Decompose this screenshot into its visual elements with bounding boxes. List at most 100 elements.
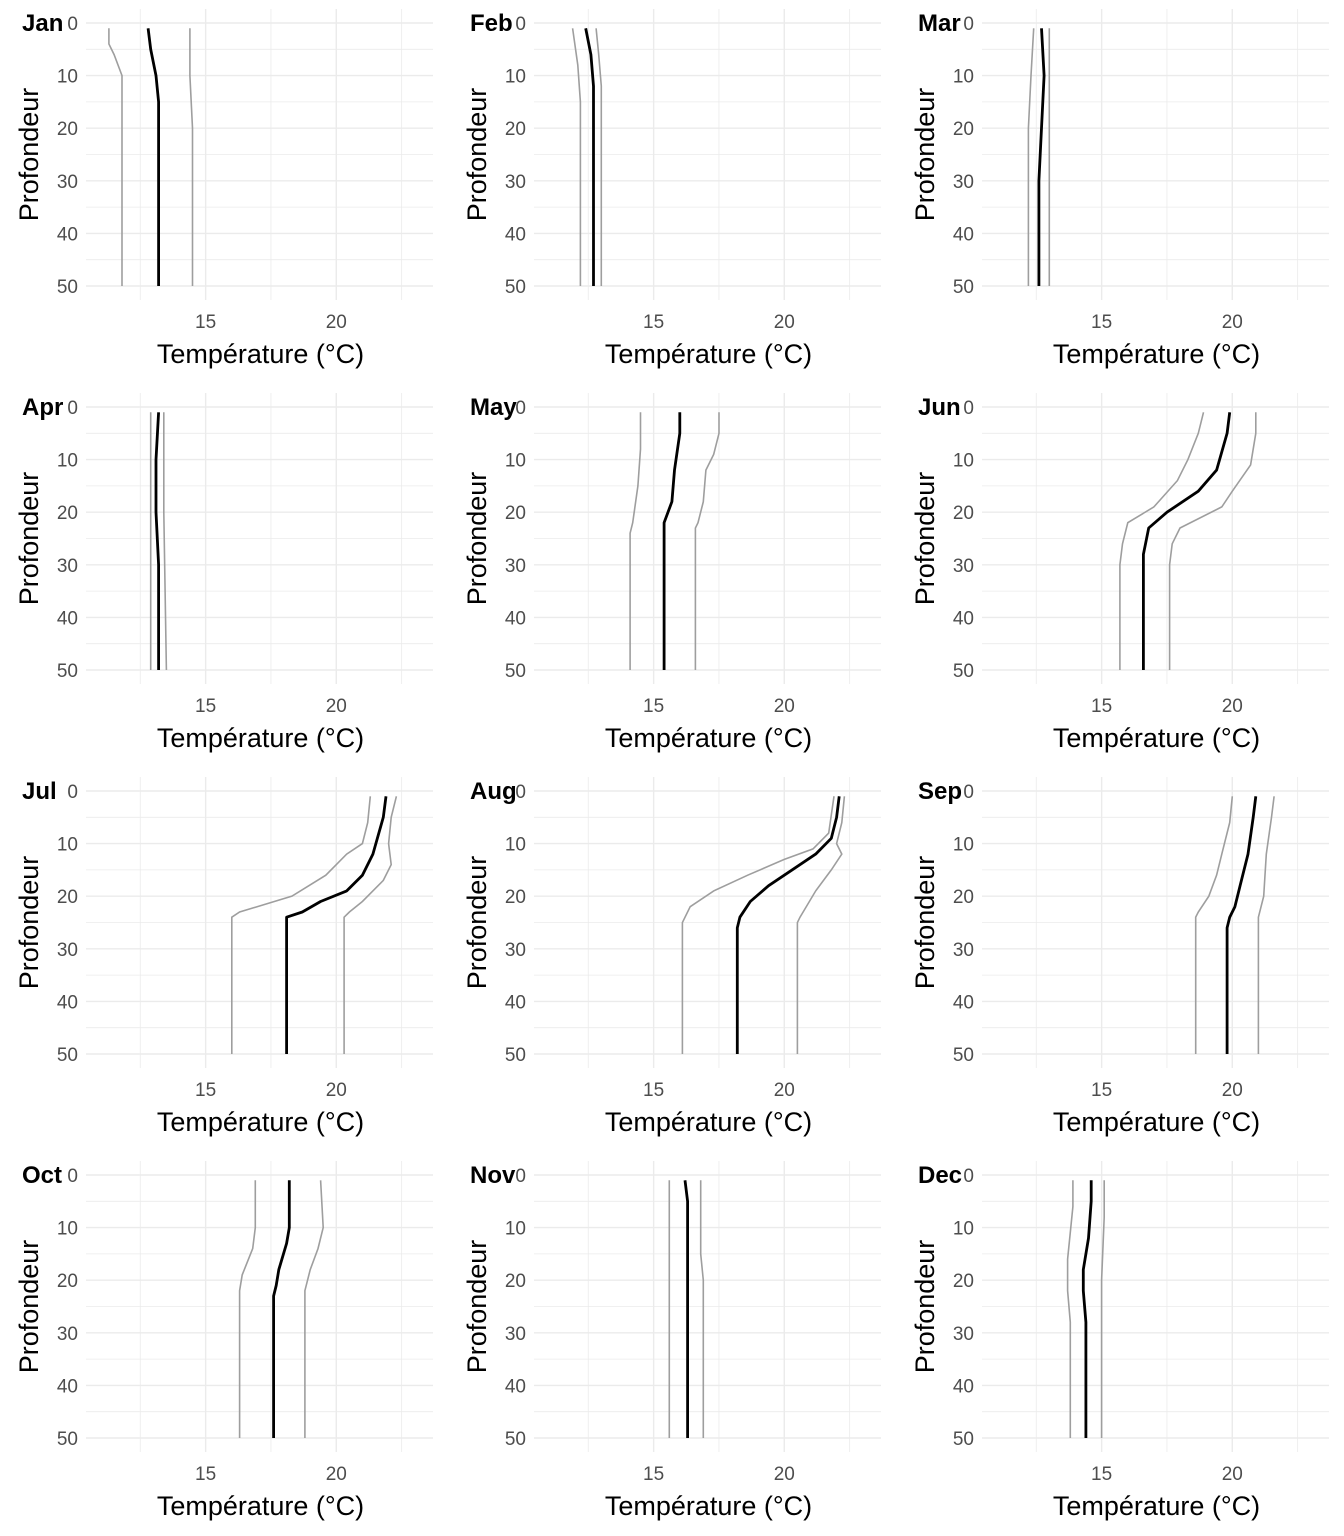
y-tick-label: 0	[67, 1166, 78, 1187]
y-tick-label: 0	[515, 398, 526, 419]
month-label: Oct	[22, 1162, 62, 1189]
x-axis-title: Température (°C)	[157, 723, 364, 753]
x-tick-label: 20	[1222, 1464, 1243, 1485]
panel-feb: 0 10 20 30 40 50 15 20 Température (°C) Profondeu…	[448, 0, 896, 384]
y-axis-title: Profondeur	[14, 88, 44, 222]
y-tick-label: 20	[57, 887, 78, 908]
y-tick-label: 10	[953, 1219, 974, 1240]
y-tick-label: 40	[953, 608, 974, 629]
y-tick-label: 20	[57, 1271, 78, 1292]
x-axis-title: Température (°C)	[605, 339, 812, 369]
y-tick-label: 30	[57, 940, 78, 961]
y-tick-label: 50	[953, 277, 974, 298]
panel-svg: 0 10 20 30 40 50 15 20 Température (°C) Profondeu…	[910, 9, 1329, 369]
y-axis-title: Profondeur	[910, 88, 940, 222]
line-lower-bound	[629, 412, 642, 670]
panel-svg: 0 10 20 30 40 50 15 20 Température (°C) Profondeu…	[910, 1161, 1329, 1521]
y-tick-label: 40	[505, 1376, 526, 1397]
y-tick-label: 30	[505, 556, 526, 577]
month-label: Aug	[470, 778, 517, 805]
y-tick-label: 20	[953, 1271, 974, 1292]
panel-svg: 0 10 20 30 40 50 15 20 Température (°C) Profondeu…	[462, 777, 881, 1137]
y-tick-label: 0	[67, 398, 78, 419]
line-mean	[154, 412, 161, 670]
panel-aug: 0 10 20 30 40 50 15 20 Température (°C) Profondeu…	[448, 768, 896, 1152]
panel-dec: 0 10 20 30 40 50 15 20 Température (°C) Profondeu…	[896, 1152, 1344, 1536]
y-axis-title: Profondeur	[14, 472, 44, 606]
panel-svg: 0 10 20 30 40 50 15 20 Température (°C) Profondeu…	[910, 777, 1329, 1137]
x-tick-label: 20	[326, 312, 347, 333]
y-tick-label: 40	[953, 992, 974, 1013]
y-tick-label: 20	[505, 119, 526, 140]
line-upper-bound	[1168, 412, 1257, 670]
line-upper-bound	[189, 28, 194, 286]
x-axis-title: Température (°C)	[605, 723, 812, 753]
y-axis-title: Profondeur	[910, 472, 940, 606]
line-lower-bound	[231, 796, 372, 1054]
line-upper-bound	[163, 412, 168, 671]
y-tick-label: 30	[57, 172, 78, 193]
panel-svg: 0 10 20 30 40 50 15 20 Température (°C) Profondeu…	[462, 1161, 881, 1521]
y-axis-title: Profondeur	[14, 1240, 44, 1374]
line-upper-bound	[1100, 1180, 1105, 1438]
line-lower-bound	[1119, 412, 1205, 670]
line-mean	[662, 412, 682, 670]
panel-svg: 0 10 20 30 40 50 15 20 Température (°C) Profondeu…	[14, 393, 433, 753]
y-tick-label: 40	[953, 1376, 974, 1397]
line-mean	[683, 1180, 690, 1438]
panel-sep: 0 10 20 30 40 50 15 20 Température (°C) Profondeu…	[896, 768, 1344, 1152]
line-mean	[735, 796, 841, 1054]
line-upper-bound	[699, 1180, 705, 1438]
y-tick-label: 50	[57, 661, 78, 682]
month-label: Feb	[470, 10, 513, 37]
line-mean	[1225, 796, 1258, 1054]
x-axis-title: Température (°C)	[1053, 723, 1260, 753]
line-mean	[1037, 28, 1046, 286]
panel-svg: 0 10 20 30 40 50 15 20 Température (°C) Profondeu…	[462, 9, 881, 369]
line-lower-bound	[1066, 1180, 1074, 1438]
panel-svg: 0 10 20 30 40 50 15 20 Température (°C) Profondeu…	[14, 777, 433, 1137]
y-tick-label: 10	[57, 835, 78, 856]
month-label: Jul	[22, 778, 57, 805]
x-tick-label: 15	[195, 1464, 216, 1485]
x-axis-title: Température (°C)	[605, 1491, 812, 1521]
y-tick-label: 40	[57, 608, 78, 629]
x-tick-label: 20	[326, 1464, 347, 1485]
month-label: Sep	[918, 778, 962, 805]
y-tick-label: 0	[963, 14, 974, 35]
y-tick-label: 40	[57, 1376, 78, 1397]
y-tick-label: 40	[57, 224, 78, 245]
panel-may: 0 10 20 30 40 50 15 20 Température (°C) Profondeu…	[448, 384, 896, 768]
x-axis-title: Température (°C)	[157, 1491, 364, 1521]
month-label: Jan	[22, 10, 63, 37]
y-tick-label: 30	[505, 1324, 526, 1345]
x-tick-label: 20	[1222, 696, 1243, 717]
month-label: Jun	[918, 394, 961, 421]
y-axis-title: Profondeur	[462, 1240, 492, 1374]
y-tick-label: 20	[57, 119, 78, 140]
x-tick-label: 15	[643, 696, 664, 717]
y-tick-label: 0	[67, 782, 78, 803]
line-lower-bound	[108, 28, 123, 286]
panel-jun: 0 10 20 30 40 50 15 20 Température (°C) Profondeu…	[896, 384, 1344, 768]
y-tick-label: 0	[963, 782, 974, 803]
y-tick-label: 30	[953, 172, 974, 193]
y-tick-label: 40	[505, 608, 526, 629]
panel-mar: 0 10 20 30 40 50 15 20 Température (°C) Profondeu…	[896, 0, 1344, 384]
line-mean	[272, 1180, 291, 1438]
x-tick-label: 15	[1091, 1080, 1112, 1101]
y-tick-label: 20	[953, 503, 974, 524]
y-tick-label: 10	[953, 67, 974, 88]
y-tick-label: 0	[515, 14, 526, 35]
panel-jul: 0 10 20 30 40 50 15 20 Température (°C) Profondeu…	[0, 768, 448, 1152]
month-label: Mar	[918, 10, 961, 37]
line-upper-bound	[694, 412, 720, 670]
y-axis-title: Profondeur	[462, 856, 492, 990]
y-tick-label: 50	[505, 277, 526, 298]
y-tick-label: 0	[515, 782, 526, 803]
y-tick-label: 0	[67, 14, 78, 35]
line-lower-bound	[681, 796, 835, 1054]
y-tick-label: 30	[505, 940, 526, 961]
y-tick-label: 40	[505, 224, 526, 245]
x-tick-label: 15	[643, 1464, 664, 1485]
